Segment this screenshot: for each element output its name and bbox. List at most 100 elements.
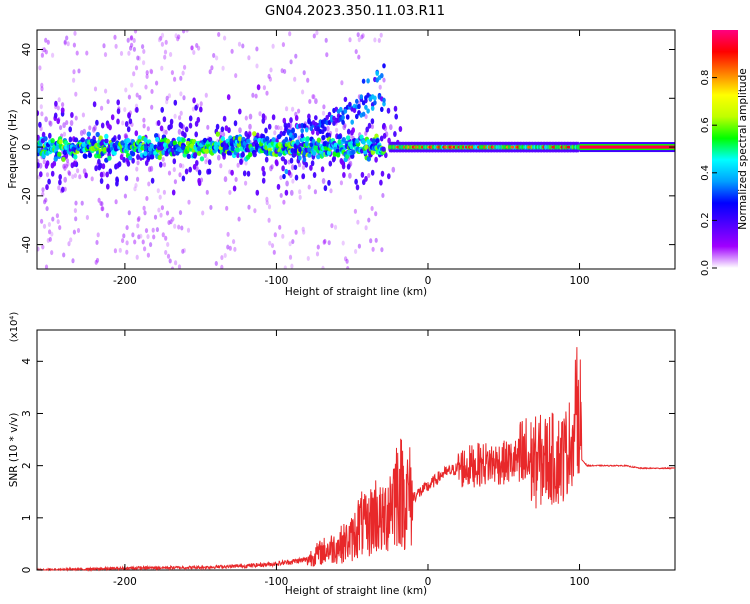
spectrogram-noise-cell (195, 43, 199, 48)
spectrogram-noise-cell (181, 248, 185, 254)
spectrogram-noise-cell (204, 159, 208, 165)
spectrogram-noise-cell (279, 125, 283, 131)
spectrogram-noise-cell (149, 68, 153, 74)
spectrogram-band-cell (207, 136, 213, 143)
y-tick-label: 0 (21, 144, 33, 151)
x-tick: -200 (113, 330, 137, 588)
spectrogram-noise-cell (179, 110, 183, 116)
spectrogram-band-cell (98, 135, 103, 141)
spectrogram-noise-cell (44, 37, 48, 43)
spectrogram-noise-cell (183, 64, 187, 70)
spectrogram-noise-cell (380, 170, 385, 177)
spectrogram-noise-cell (312, 172, 317, 178)
spectrogram-trace-cell (364, 104, 368, 110)
spectrogram-noise-cell (100, 206, 104, 212)
colorbar: 0.0 0.2 0.4 0.6 0.8 Normalized spectral ampl… (700, 30, 749, 276)
spectrogram-noise-cell (74, 216, 78, 222)
spectrogram-noise-cell (194, 131, 198, 138)
spectrogram-noise-cell (48, 120, 53, 127)
spectrogram-noise-cell (149, 165, 154, 172)
x-tick-label: -200 (113, 576, 137, 588)
spectrogram-band-cell (280, 156, 286, 162)
spectrogram-noise-cell (367, 122, 372, 129)
spectrogram-noise-cell (55, 213, 60, 219)
spectrogram-noise-cell (374, 237, 378, 243)
x-tick-label: -100 (265, 576, 289, 588)
spectrogram-noise-cell (145, 74, 149, 79)
spectrogram-noise-cell (214, 261, 218, 266)
spectrogram-noise-cell (169, 219, 173, 225)
spectrogram-noise-cell (354, 249, 358, 254)
spectrogram-noise-cell (173, 99, 178, 106)
spectrogram-trace-cell (284, 136, 289, 142)
spectrogram-noise-cell (268, 240, 272, 246)
spectrogram-noise-cell (78, 174, 82, 180)
spectrogram-trace-cell (348, 101, 352, 107)
spectrogram-noise-cell (94, 259, 98, 265)
spectrogram-band-cell (276, 134, 282, 140)
spectrogram-noise-cell (92, 101, 97, 108)
snr-frame (36, 329, 676, 571)
spectrogram-band-cell (215, 131, 220, 137)
spectrogram-noise-cell (185, 30, 189, 33)
y-tick: 0 (21, 567, 675, 573)
spectrogram-noise-cell (72, 229, 76, 235)
spectrogram-noise-cell (165, 99, 169, 105)
spectrogram-noise-cell (242, 170, 247, 177)
spectrogram-noise-cell (298, 194, 302, 200)
spectrogram-noise-cell (96, 232, 100, 238)
spectrogram-band-cell (252, 131, 257, 137)
spectrogram-noise-cell (379, 32, 383, 38)
spectrogram-noise-cell (142, 60, 146, 66)
spectrogram-noise-cell (173, 113, 177, 119)
spectrogram-noise-cell (158, 194, 162, 200)
spectrogram-noise-cell (276, 183, 281, 190)
spectrogram-noise-cell (380, 247, 384, 253)
spectrogram-noise-cell (93, 86, 98, 92)
spectrogram-noise-cell (393, 105, 398, 112)
spectrogram-noise-cell (127, 210, 131, 216)
spectrogram-noise-cell (95, 240, 99, 245)
spectrogram-noise-cell (130, 35, 134, 41)
spectrogram-noise-cell (100, 105, 104, 111)
spectrogram-noise-cell (360, 171, 365, 178)
x-tick: 0 (425, 30, 431, 287)
spectrogram-noise-cell (104, 88, 108, 94)
y-tick-label: 1 (21, 514, 33, 521)
spectrogram-band-cell (120, 140, 125, 146)
spectrogram-noise-cell (101, 163, 106, 170)
spectrogram-trace-cell (325, 114, 330, 121)
spectrogram-noise-cell (177, 264, 182, 269)
spectrogram-noise-cell (167, 93, 171, 99)
spectrogram-noise-cell (177, 224, 181, 230)
spectrogram-noise-cell (169, 52, 173, 57)
spectrogram-trace-cell (304, 141, 309, 147)
spectrogram-noise-cell (37, 134, 40, 141)
spectrogram-band-cell (202, 137, 208, 143)
spectrogram-trace-cell (361, 78, 366, 84)
spectrogram-trace-cell (309, 125, 314, 132)
spectrogram-noise-cell (106, 183, 110, 190)
spectrogram-band-cell (102, 146, 107, 153)
spectrogram-noise-cell (197, 45, 201, 51)
spectrogram-noise-cell (135, 166, 139, 172)
spectrogram-noise-cell (169, 118, 174, 125)
spectrogram-band-cell (107, 155, 112, 161)
colorbar-tick: 0.8 (700, 70, 717, 86)
spectrogram-noise-cell (314, 98, 318, 105)
spectrogram-noise-cell (173, 76, 177, 82)
spectrogram-noise-cell (207, 159, 212, 166)
spectrogram-noise-cell (174, 33, 178, 39)
spectrogram-band-cell (336, 152, 341, 158)
spectrogram-noise-cell (156, 120, 161, 126)
snr-ticks: -200 -100 0 100 0 1 2 3 4 (21, 330, 675, 588)
spectrogram-noise-cell (52, 160, 57, 167)
spectrogram-noise-cell (344, 256, 348, 262)
spectrogram-noise-cell (186, 227, 191, 233)
spectrogram-noise-cell (121, 238, 125, 244)
spectrogram-noise-cell (288, 241, 292, 247)
y-tick-label: 4 (21, 358, 33, 365)
spectrogram-noise-cell (113, 34, 117, 40)
spectrogram-noise-cell (367, 173, 371, 178)
spectrogram-noise-cell (99, 201, 103, 206)
